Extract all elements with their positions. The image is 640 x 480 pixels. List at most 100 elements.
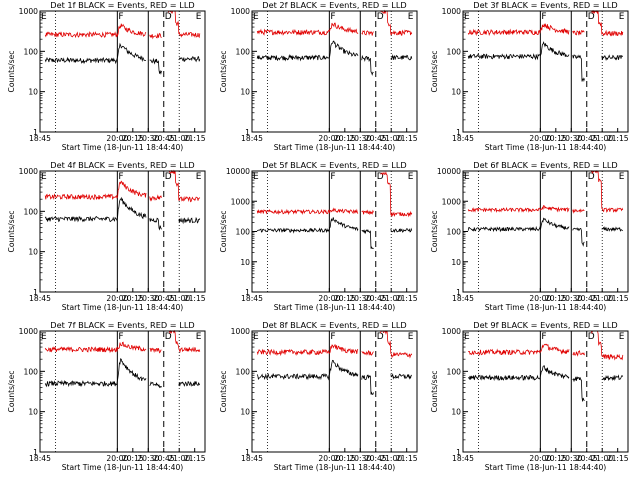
x-tick-label: 20:15 bbox=[122, 294, 144, 303]
x-tick-label: 21:15 bbox=[396, 134, 418, 143]
plot-frame bbox=[251, 330, 418, 453]
marker-label: E bbox=[196, 332, 202, 342]
x-tick-label: 20:00 bbox=[318, 294, 340, 303]
marker-label: F bbox=[541, 332, 546, 342]
x-tick-label: 21:00 bbox=[168, 294, 190, 303]
x-tick-label: 20:30 bbox=[560, 134, 582, 143]
series-lld bbox=[44, 169, 201, 203]
y-tick-label: 100 bbox=[24, 47, 39, 56]
series-events bbox=[44, 358, 201, 389]
marker-label: E bbox=[41, 172, 47, 182]
plot-frame bbox=[462, 330, 629, 453]
y-tick-label: 100 bbox=[236, 47, 251, 56]
x-tick-label: 18:45 bbox=[241, 294, 263, 303]
series-lld bbox=[467, 169, 624, 214]
plot-frame bbox=[462, 10, 629, 133]
y-tick-label: 100 bbox=[24, 367, 39, 376]
marker-label: E bbox=[464, 332, 470, 342]
y-tick-label: 10 bbox=[451, 408, 461, 417]
x-tick-label: 20:00 bbox=[106, 294, 128, 303]
series-lld bbox=[256, 9, 413, 36]
y-tick-label: 1000 bbox=[19, 327, 38, 336]
y-tick-label: 10 bbox=[28, 88, 38, 97]
x-tick-label: 18:45 bbox=[241, 454, 263, 463]
x-tick-label: 21:00 bbox=[380, 454, 402, 463]
y-tick-label: 1 bbox=[33, 128, 38, 137]
y-tick-label: 1000 bbox=[231, 327, 250, 336]
x-axis-label: Start Time (18-Jun-11 18:44:40) bbox=[485, 463, 607, 472]
y-tick-label: 100 bbox=[447, 228, 462, 237]
x-tick-label: 18:45 bbox=[452, 134, 474, 143]
series-events bbox=[467, 217, 623, 247]
marker-label: D bbox=[588, 12, 595, 22]
x-tick-label: 20:00 bbox=[106, 454, 128, 463]
series-events bbox=[256, 359, 412, 395]
x-axis-label: Start Time (18-Jun-11 18:44:40) bbox=[62, 143, 184, 152]
x-tick-label: 20:15 bbox=[545, 134, 567, 143]
marker-label: F bbox=[118, 172, 123, 182]
x-tick-label: 20:30 bbox=[349, 134, 371, 143]
x-tick-label: 20:45 bbox=[365, 134, 387, 143]
panel-title: Det 5f BLACK = Events, RED = LLD bbox=[262, 160, 406, 170]
marker-label: D bbox=[588, 332, 595, 342]
x-axis-label: Start Time (18-Jun-11 18:44:40) bbox=[485, 303, 607, 312]
y-tick-label: 100 bbox=[236, 367, 251, 376]
marker-label: E bbox=[253, 172, 259, 182]
y-tick-label: 100 bbox=[24, 207, 39, 216]
x-tick-label: 20:45 bbox=[365, 294, 387, 303]
series-events bbox=[256, 40, 413, 76]
marker-label: E bbox=[196, 172, 202, 182]
x-tick-label: 21:15 bbox=[184, 454, 206, 463]
x-tick-label: 20:30 bbox=[349, 294, 371, 303]
y-axis-label: Counts/sec bbox=[7, 51, 16, 93]
x-tick-label: 20:45 bbox=[153, 294, 175, 303]
x-tick-label: 18:45 bbox=[452, 454, 474, 463]
marker-label: D bbox=[165, 12, 172, 22]
x-tick-label: 20:45 bbox=[576, 134, 598, 143]
y-tick-label: 10000 bbox=[226, 167, 250, 176]
marker-label: F bbox=[541, 172, 546, 182]
x-tick-label: 20:30 bbox=[560, 294, 582, 303]
x-axis-label: Start Time (18-Jun-11 18:44:40) bbox=[274, 463, 396, 472]
y-axis-label: Counts/sec bbox=[430, 211, 439, 253]
x-tick-label: 18:45 bbox=[29, 454, 51, 463]
marker-label: E bbox=[196, 12, 202, 22]
marker-label: E bbox=[408, 332, 414, 342]
series-events bbox=[44, 196, 201, 231]
y-tick-label: 1 bbox=[245, 128, 250, 137]
x-tick-label: 21:15 bbox=[396, 454, 418, 463]
plot-frame bbox=[462, 170, 629, 293]
x-axis-label: Start Time (18-Jun-11 18:44:40) bbox=[62, 463, 184, 472]
y-tick-label: 100 bbox=[447, 367, 462, 376]
marker-label: D bbox=[377, 332, 384, 342]
x-tick-label: 21:15 bbox=[607, 134, 629, 143]
plot-frame bbox=[39, 10, 206, 133]
y-axis-label: Counts/sec bbox=[219, 211, 228, 253]
y-tick-label: 1000 bbox=[19, 7, 38, 16]
marker-label: E bbox=[41, 12, 47, 22]
x-tick-label: 21:00 bbox=[591, 294, 613, 303]
plot-frame bbox=[39, 170, 206, 293]
x-tick-label: 20:15 bbox=[334, 454, 356, 463]
x-tick-label: 21:00 bbox=[591, 454, 613, 463]
y-tick-label: 10 bbox=[451, 258, 461, 267]
x-tick-label: 20:45 bbox=[576, 454, 598, 463]
x-tick-label: 20:15 bbox=[122, 454, 144, 463]
marker-label: D bbox=[165, 332, 172, 342]
y-tick-label: 1 bbox=[456, 128, 461, 137]
x-tick-label: 18:45 bbox=[241, 134, 263, 143]
x-axis-label: Start Time (18-Jun-11 18:44:40) bbox=[62, 303, 184, 312]
marker-label: F bbox=[330, 172, 335, 182]
x-tick-label: 21:15 bbox=[607, 454, 629, 463]
x-tick-label: 20:00 bbox=[318, 454, 340, 463]
series-events bbox=[44, 42, 201, 75]
x-axis-label: Start Time (18-Jun-11 18:44:40) bbox=[274, 143, 396, 152]
marker-label: E bbox=[464, 12, 470, 22]
plot-frame bbox=[39, 330, 206, 453]
x-tick-label: 18:45 bbox=[452, 294, 474, 303]
y-tick-label: 1000 bbox=[442, 327, 461, 336]
y-tick-label: 10 bbox=[240, 408, 250, 417]
marker-label: E bbox=[408, 12, 414, 22]
